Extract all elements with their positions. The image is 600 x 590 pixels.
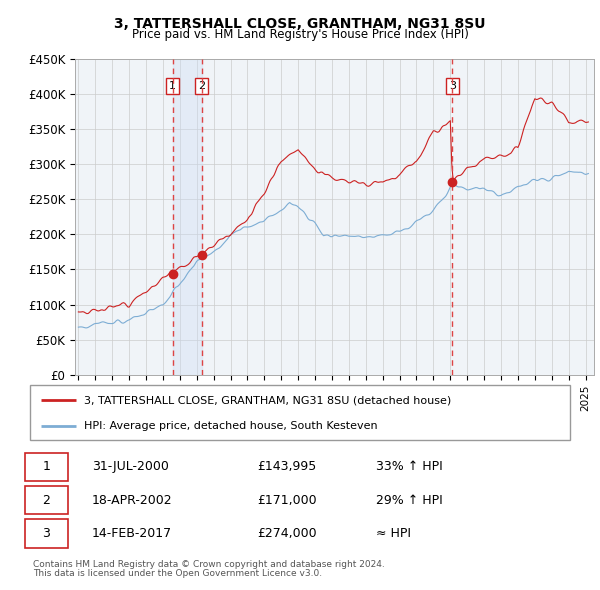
Text: 3: 3	[449, 81, 456, 91]
Text: £171,000: £171,000	[257, 493, 316, 507]
Text: HPI: Average price, detached house, South Kesteven: HPI: Average price, detached house, Sout…	[84, 421, 377, 431]
Text: 3, TATTERSHALL CLOSE, GRANTHAM, NG31 8SU: 3, TATTERSHALL CLOSE, GRANTHAM, NG31 8SU	[114, 17, 486, 31]
Text: 2: 2	[198, 81, 205, 91]
Text: 29% ↑ HPI: 29% ↑ HPI	[376, 493, 442, 507]
Text: ≈ HPI: ≈ HPI	[376, 526, 410, 540]
Text: £143,995: £143,995	[257, 460, 316, 474]
Text: 33% ↑ HPI: 33% ↑ HPI	[376, 460, 442, 474]
Text: 3, TATTERSHALL CLOSE, GRANTHAM, NG31 8SU (detached house): 3, TATTERSHALL CLOSE, GRANTHAM, NG31 8SU…	[84, 395, 451, 405]
Text: 31-JUL-2000: 31-JUL-2000	[92, 460, 169, 474]
Text: 18-APR-2002: 18-APR-2002	[92, 493, 173, 507]
Text: Price paid vs. HM Land Registry's House Price Index (HPI): Price paid vs. HM Land Registry's House …	[131, 28, 469, 41]
Text: 1: 1	[169, 81, 176, 91]
Text: 3: 3	[42, 526, 50, 540]
Bar	[173, 59, 202, 375]
Text: £274,000: £274,000	[257, 526, 316, 540]
Text: Contains HM Land Registry data © Crown copyright and database right 2024.: Contains HM Land Registry data © Crown c…	[33, 559, 385, 569]
Text: This data is licensed under the Open Government Licence v3.0.: This data is licensed under the Open Gov…	[33, 569, 322, 578]
Text: 2: 2	[42, 493, 50, 507]
FancyBboxPatch shape	[25, 486, 68, 514]
FancyBboxPatch shape	[25, 453, 68, 481]
FancyBboxPatch shape	[25, 519, 68, 548]
Text: 14-FEB-2017: 14-FEB-2017	[92, 526, 172, 540]
Text: 1: 1	[42, 460, 50, 474]
